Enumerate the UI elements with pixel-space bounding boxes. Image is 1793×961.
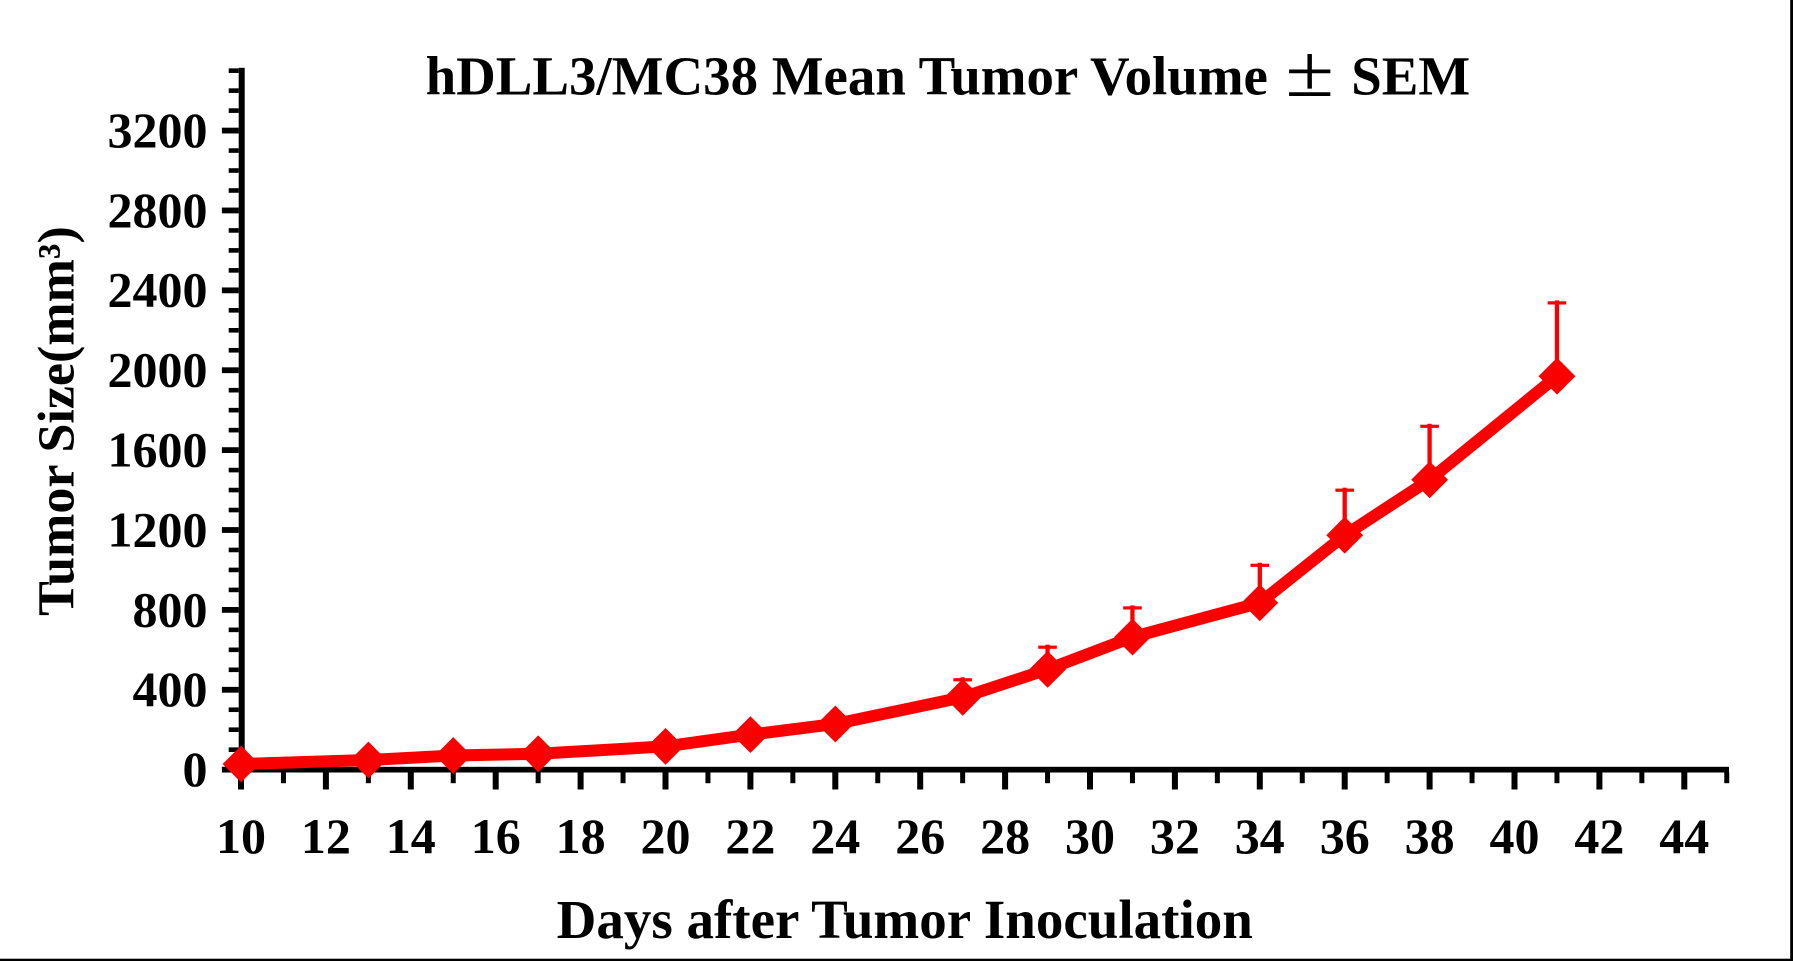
- svg-text:2800: 2800: [108, 182, 208, 238]
- svg-text:SEM: SEM: [1351, 46, 1470, 107]
- svg-text:1200: 1200: [108, 501, 208, 557]
- svg-text:12: 12: [301, 808, 351, 864]
- svg-text:800: 800: [133, 581, 208, 637]
- svg-text:2000: 2000: [108, 342, 208, 398]
- svg-text:26: 26: [895, 808, 945, 864]
- svg-text:1600: 1600: [108, 422, 208, 478]
- svg-text:40: 40: [1490, 808, 1540, 864]
- svg-text:±: ±: [1285, 30, 1334, 113]
- svg-text:32: 32: [1150, 808, 1200, 864]
- svg-text:2400: 2400: [108, 262, 208, 318]
- svg-text:30: 30: [1065, 808, 1115, 864]
- svg-text:36: 36: [1320, 808, 1370, 864]
- svg-text:22: 22: [725, 808, 775, 864]
- svg-text:42: 42: [1574, 808, 1624, 864]
- svg-text:28: 28: [980, 808, 1030, 864]
- svg-text:10: 10: [216, 808, 266, 864]
- svg-text:Tumor Size(mm³): Tumor Size(mm³): [29, 226, 86, 616]
- svg-text:20: 20: [641, 808, 691, 864]
- svg-text:18: 18: [556, 808, 606, 864]
- svg-text:Days after Tumor Inoculation: Days after Tumor Inoculation: [557, 889, 1253, 950]
- svg-text:14: 14: [386, 808, 436, 864]
- svg-text:34: 34: [1235, 808, 1285, 864]
- svg-text:400: 400: [133, 661, 208, 717]
- svg-text:38: 38: [1405, 808, 1455, 864]
- svg-text:3200: 3200: [108, 102, 208, 158]
- svg-text:16: 16: [471, 808, 521, 864]
- svg-text:hDLL3/MC38 Mean Tumor Volume: hDLL3/MC38 Mean Tumor Volume: [426, 46, 1268, 107]
- svg-text:0: 0: [183, 741, 208, 797]
- svg-text:24: 24: [810, 808, 860, 864]
- svg-text:44: 44: [1659, 808, 1709, 864]
